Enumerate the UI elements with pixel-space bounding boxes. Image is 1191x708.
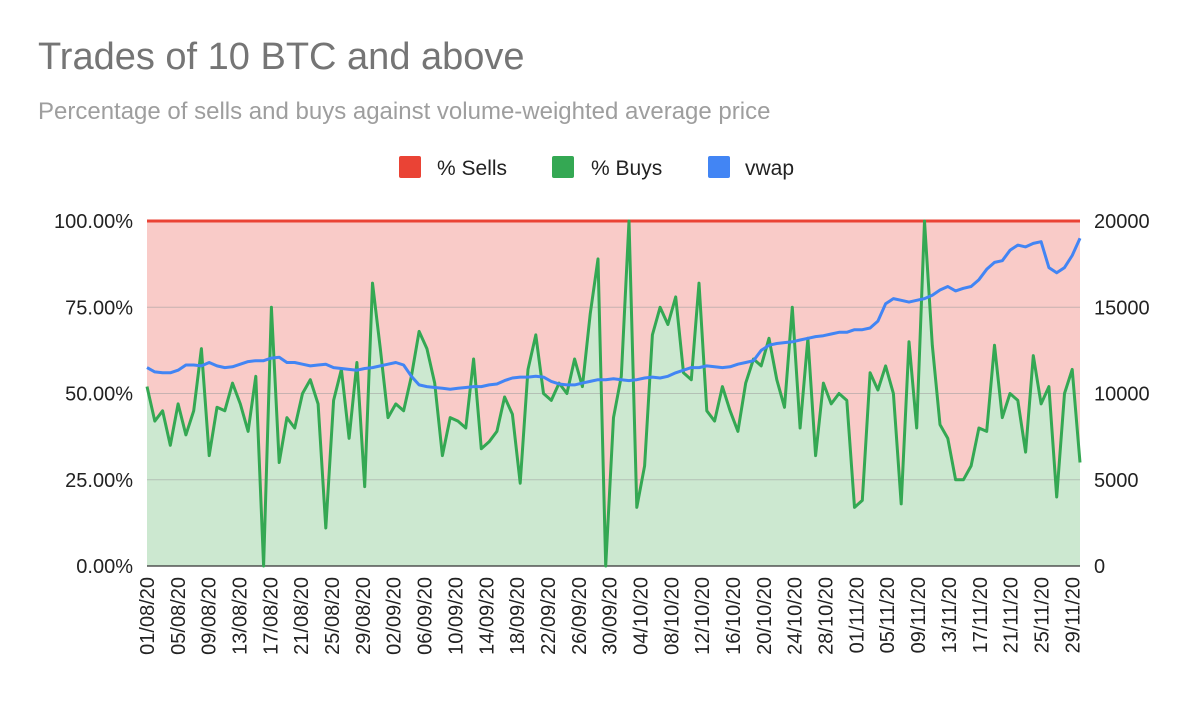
legend: % Sells % Buys vwap (399, 156, 794, 180)
x-tick-label: 05/11/20 (877, 577, 899, 653)
y-right-tick-label: 10000 (1094, 384, 1150, 406)
x-tick-label: 12/10/20 (692, 577, 714, 655)
legend-item: % Sells (399, 156, 507, 180)
x-tick-label: 02/09/20 (384, 577, 406, 655)
y-right-tick-label: 0 (1094, 556, 1105, 578)
x-tick-label: 30/09/20 (600, 577, 622, 655)
x-tick-label: 21/08/20 (291, 577, 313, 655)
x-tick-label: 13/08/20 (230, 577, 252, 655)
plot-area (145, 219, 1082, 568)
x-tick-label: 01/11/20 (846, 577, 868, 653)
x-tick-label: 10/09/20 (445, 577, 467, 655)
y-left-tick-label: 75.00% (65, 297, 133, 319)
x-tick-label: 09/11/20 (908, 577, 930, 653)
x-tick-label: 20/10/20 (754, 577, 776, 655)
x-tick-label: 05/08/20 (168, 577, 190, 655)
legend-label: vwap (745, 157, 794, 180)
y-right-tick-label: 5000 (1094, 470, 1139, 492)
x-tick-label: 28/10/20 (816, 577, 838, 655)
legend-swatch (708, 156, 730, 178)
x-tick-label: 25/11/20 (1031, 577, 1053, 653)
legend-label: % Sells (437, 157, 507, 180)
x-tick-label: 08/10/20 (661, 577, 683, 655)
chart-subtitle: Percentage of sells and buys against vol… (38, 98, 771, 125)
x-tick-label: 18/09/20 (507, 577, 529, 655)
y-right-tick-label: 15000 (1094, 297, 1150, 319)
x-tick-label: 24/10/20 (785, 577, 807, 655)
legend-swatch (552, 156, 574, 178)
legend-item: % Buys (552, 156, 662, 180)
buys-line (145, 219, 1082, 568)
legend-swatch (399, 156, 421, 178)
x-tick-label: 17/11/20 (970, 577, 992, 653)
x-tick-label: 13/11/20 (939, 577, 961, 653)
x-tick-label: 22/09/20 (538, 577, 560, 655)
y-left-tick-label: 50.00% (65, 384, 133, 406)
x-tick-label: 01/08/20 (137, 577, 159, 655)
x-tick-label: 09/08/20 (199, 577, 221, 655)
vwap-line (146, 237, 1082, 391)
x-tick-label: 17/08/20 (260, 577, 282, 655)
x-tick-label: 06/09/20 (415, 577, 437, 655)
y-left-tick-label: 0.00% (76, 556, 133, 578)
x-tick-label: 26/09/20 (569, 577, 591, 655)
x-tick-label: 14/09/20 (476, 577, 498, 655)
y-left-tick-label: 25.00% (65, 470, 133, 492)
axes: 0.00% 25.00% 50.00% 75.00% 100.00% 0 5000 10000… (54, 211, 1150, 655)
x-tick-label: 04/10/20 (631, 577, 653, 655)
legend-label: % Buys (591, 157, 662, 180)
y-right-tick-label: 20000 (1094, 211, 1150, 233)
chart-title: Trades of 10 BTC and above (38, 36, 525, 78)
x-tick-label: 16/10/20 (723, 577, 745, 655)
legend-item: vwap (708, 156, 794, 180)
x-tick-label: 29/08/20 (353, 577, 375, 655)
x-tick-label: 21/11/20 (1001, 577, 1023, 653)
x-tick-label: 29/11/20 (1062, 577, 1084, 653)
x-tick-label: 25/08/20 (322, 577, 344, 655)
y-left-tick-label: 100.00% (54, 211, 133, 233)
